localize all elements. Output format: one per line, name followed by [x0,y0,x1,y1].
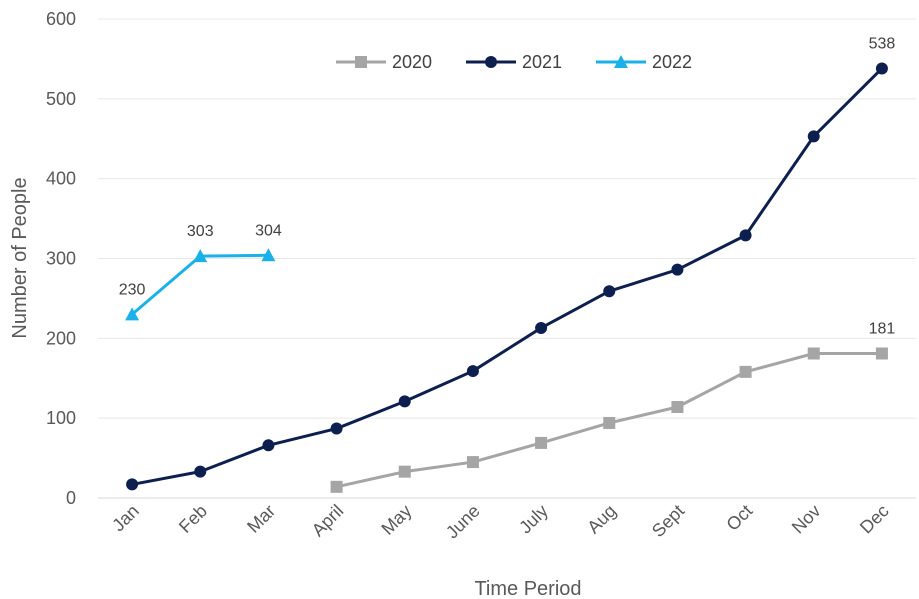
data-label: 230 [119,281,146,298]
data-point-2020 [671,400,684,413]
data-point-2021 [466,365,479,378]
series-2020 [330,347,888,493]
data-point-2021 [330,422,343,435]
data-point-2020 [875,347,888,360]
series-line-2022 [131,253,269,316]
x-tick-label: Feb [175,501,211,537]
legend-marker [485,56,497,68]
x-tick-label: Dec [856,501,893,538]
data-point-2020 [807,347,820,360]
data-labels: 181 538 230 303 304 [119,35,896,337]
x-tick-label: April [308,501,348,541]
legend-item-2020: 2020 [336,52,432,72]
data-point-2020 [739,365,752,378]
data-label: 181 [869,321,896,338]
x-axis-ticks: Jan Feb Mar April May June July Aug Sept Oct Nov De… [108,501,893,543]
data-point-2021 [739,229,752,242]
legend-label: 2021 [522,52,562,72]
x-tick-label: Sept [648,501,688,541]
x-tick-label: Jan [108,501,143,536]
x-tick-label: Mar [243,501,279,537]
data-point-2020 [603,416,616,429]
y-tick-label: 600 [46,9,76,29]
series-group [125,62,888,493]
data-label: 304 [255,222,282,239]
data-point-2021 [535,321,548,334]
gridlines [98,18,916,499]
legend-label: 2022 [652,52,692,72]
data-point-2020 [398,465,411,478]
legend-label: 2020 [392,52,432,72]
y-tick-label: 400 [46,169,76,189]
x-tick-label: June [442,501,484,543]
legend-item-2022: 2022 [596,52,692,72]
series-line-2021 [131,67,883,486]
x-tick-label: May [377,501,415,539]
y-axis-title: Number of People [9,177,31,338]
series-2022 [125,248,276,321]
legend-marker [614,55,628,68]
data-point-2021 [875,62,888,75]
data-point-2021 [603,285,616,298]
data-point-2022 [125,307,140,321]
data-point-2020 [535,436,548,449]
data-point-2021 [262,439,275,452]
data-label: 303 [187,223,214,240]
data-point-2021 [194,465,207,478]
y-tick-label: 300 [46,249,76,269]
data-label: 538 [869,35,896,52]
y-tick-label: 100 [46,408,76,428]
data-point-2021 [398,395,411,408]
x-axis-title: Time Period [474,578,581,599]
data-point-2020 [330,480,343,493]
y-tick-label: 200 [46,328,76,348]
data-point-2021 [126,478,139,491]
x-tick-label: Nov [788,501,825,538]
y-tick-label: 0 [66,488,76,508]
legend-item-2021: 2021 [466,52,562,72]
series-2021 [126,62,888,491]
data-point-2020 [466,456,479,469]
x-tick-label: July [515,501,552,538]
data-point-2022 [261,248,276,262]
y-tick-label: 500 [46,89,76,109]
legend: 2020 2021 2022 [336,52,692,72]
x-tick-label: Aug [583,501,620,538]
legend-marker [355,56,367,68]
data-point-2021 [671,263,684,276]
data-point-2022 [193,249,208,263]
y-axis-ticks: 0 100 200 300 400 500 600 [46,9,76,508]
data-point-2021 [807,130,820,143]
x-tick-label: Oct [722,501,756,535]
